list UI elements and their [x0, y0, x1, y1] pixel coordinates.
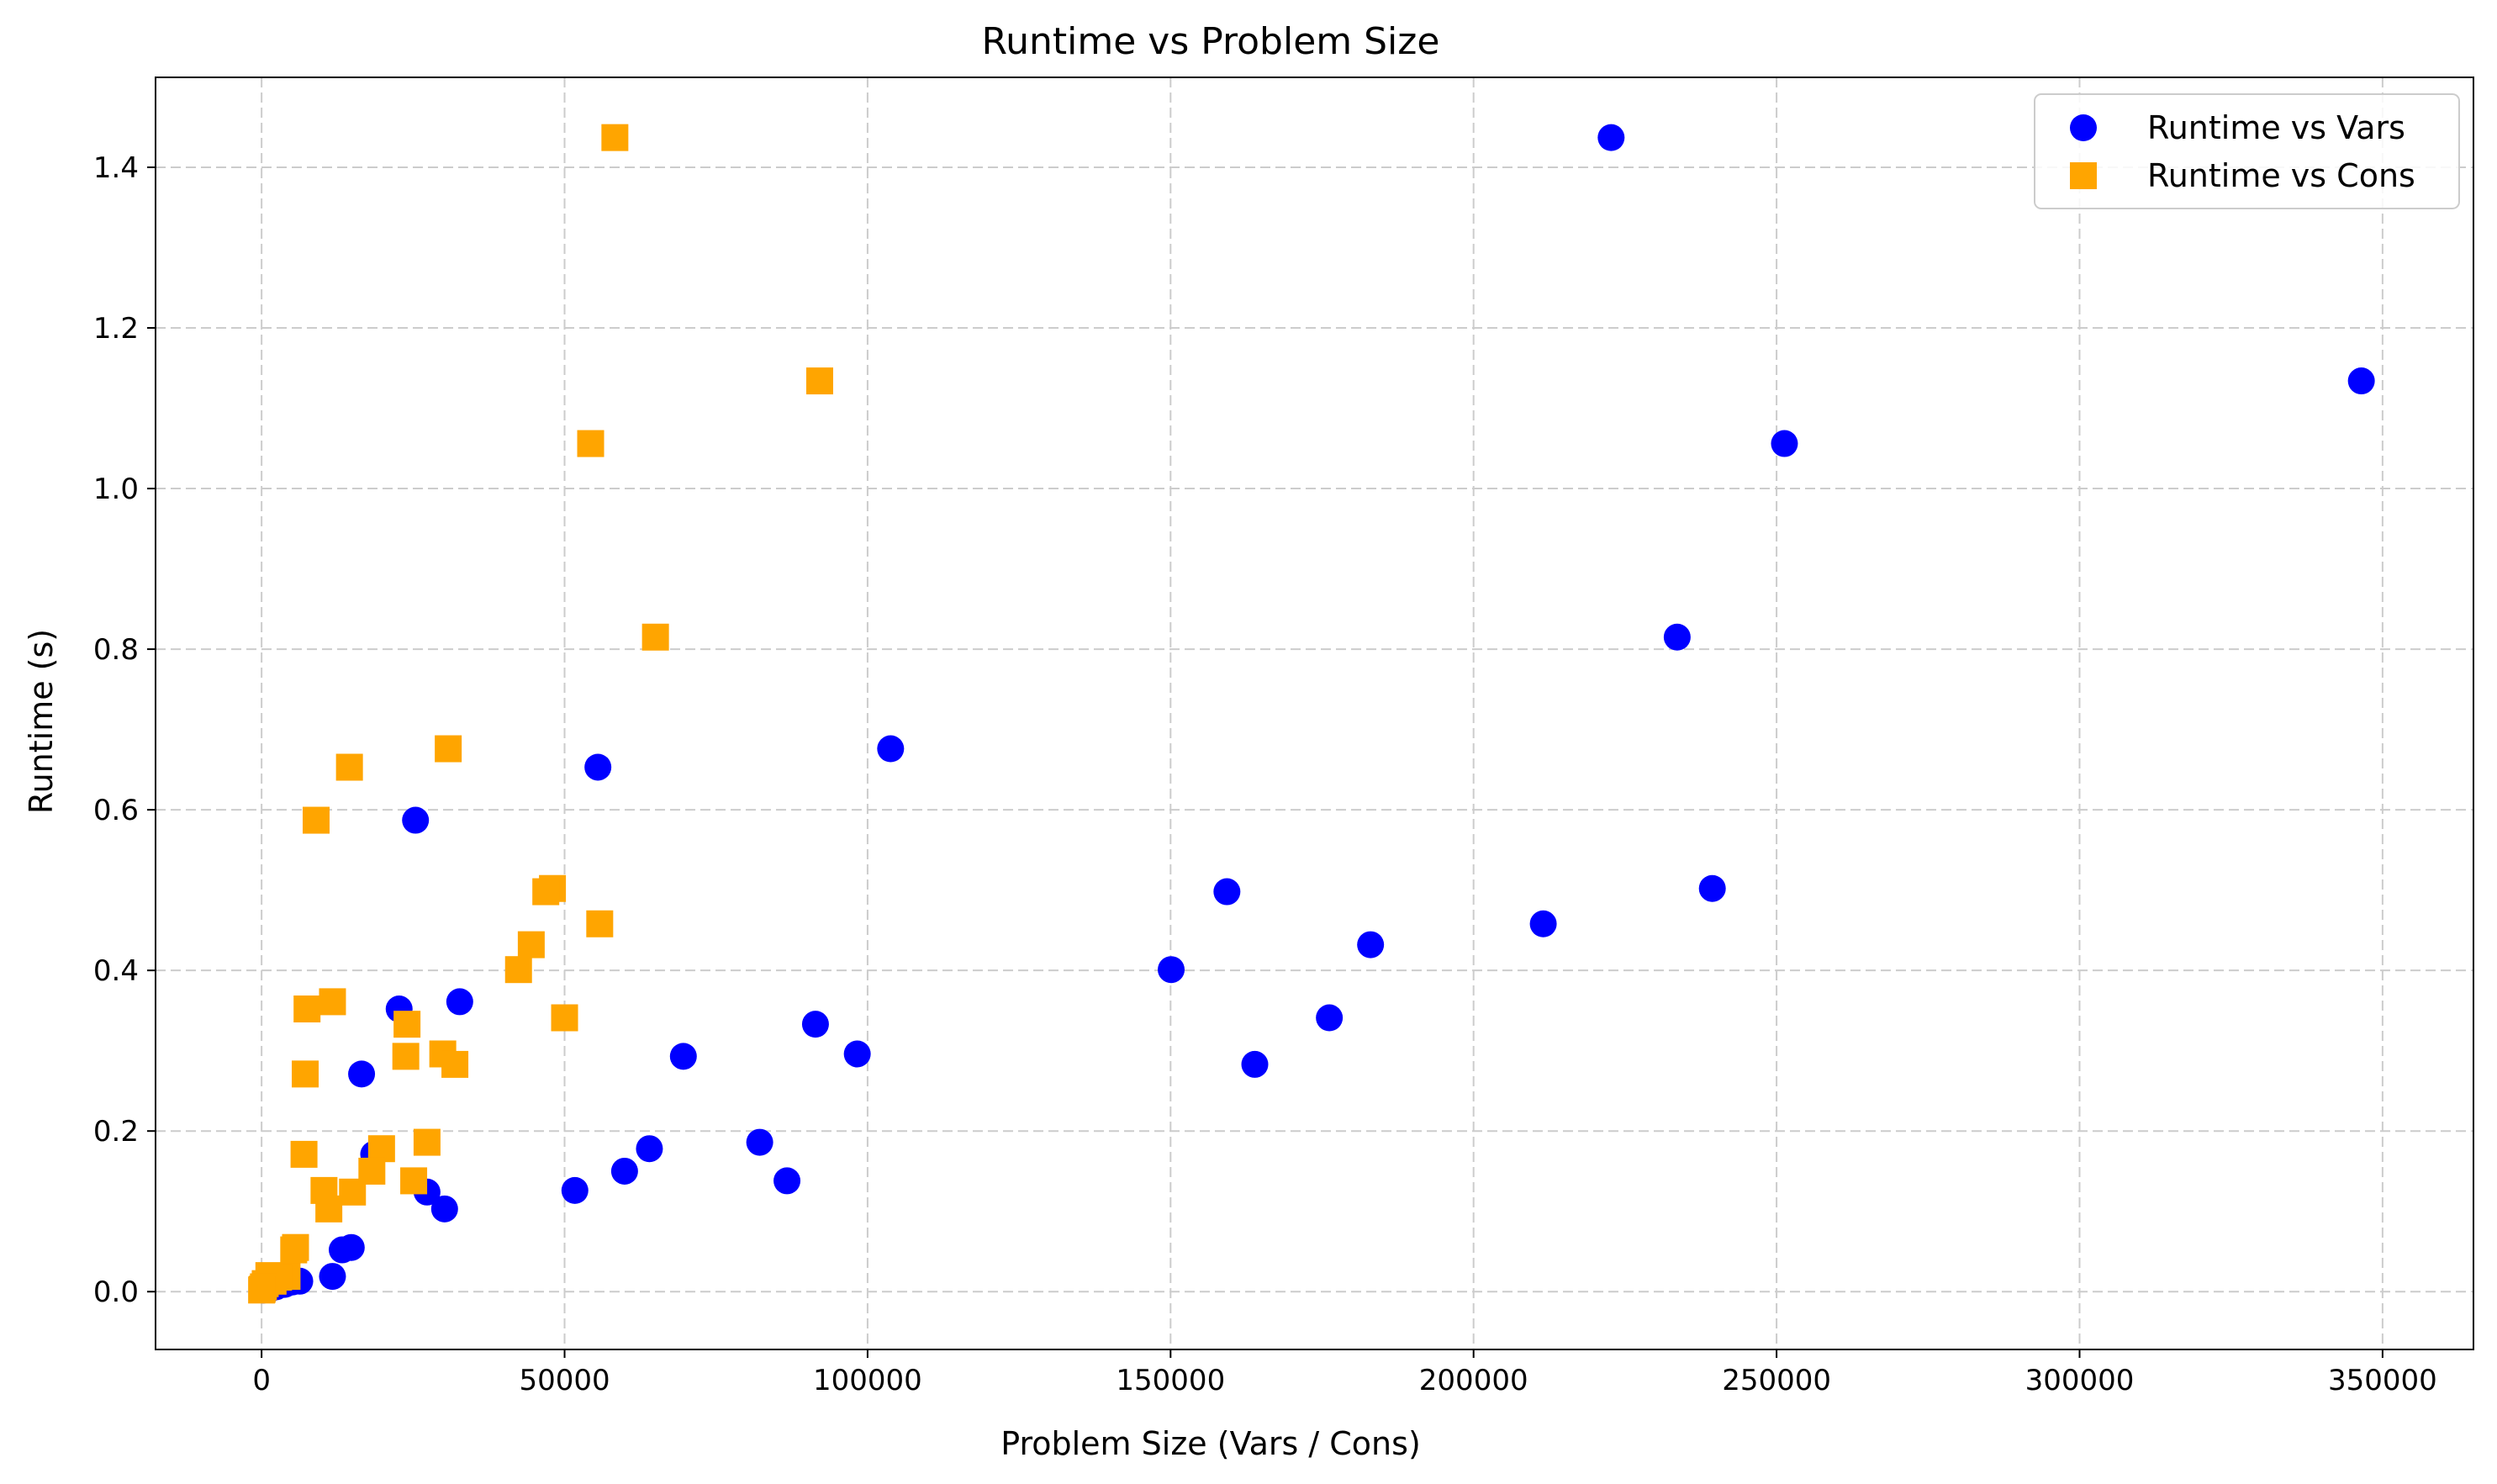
data-point-square: [393, 1011, 421, 1038]
data-point-square: [441, 1050, 469, 1078]
data-point-circle: [843, 1040, 871, 1068]
data-point-square: [335, 753, 363, 781]
x-axis-ticks: 0 50000 100000 150000 200000 250000 300000 3500…: [252, 1349, 2437, 1397]
data-point-square: [577, 430, 604, 457]
data-point-square: [319, 988, 346, 1016]
data-point-square: [339, 1178, 367, 1206]
data-point-square: [586, 910, 614, 937]
data-point-circle: [430, 1195, 458, 1223]
data-point-circle: [561, 1176, 589, 1204]
data-point-circle: [348, 1060, 376, 1088]
data-point-circle: [669, 1043, 697, 1070]
data-point-circle: [584, 753, 612, 781]
data-point-square: [551, 1004, 578, 1032]
data-point-square: [641, 623, 669, 651]
data-points: [248, 124, 2375, 1304]
data-point-circle: [1529, 910, 1557, 937]
data-point-square: [435, 735, 462, 763]
x-tick-label: 100000: [813, 1364, 922, 1397]
y-axis-label: Runtime (s): [23, 629, 60, 814]
data-point-circle: [1316, 1004, 1344, 1032]
data-point-square: [400, 1167, 428, 1195]
y-axis-ticks: 0.0 0.2 0.4 0.6 0.8 1.0 1.2 1.4: [93, 151, 156, 1309]
data-point-circle: [1241, 1050, 1269, 1078]
x-tick-label: 300000: [2025, 1364, 2135, 1397]
x-axis-label: Problem Size (Vars / Cons): [1000, 1425, 1421, 1462]
data-point-square: [290, 1140, 318, 1168]
data-point-circle: [402, 806, 430, 834]
x-tick-label: 150000: [1116, 1364, 1225, 1397]
data-point-square: [392, 1043, 420, 1070]
data-point-square: [805, 367, 833, 395]
data-point-circle: [1771, 430, 1798, 457]
x-tick-label: 200000: [1419, 1364, 1528, 1397]
legend: Runtime vs Vars Runtime vs Cons: [2034, 93, 2460, 209]
y-tick-label: 1.0: [93, 473, 139, 506]
legend-box: [2034, 93, 2460, 209]
x-tick-label: 50000: [519, 1364, 610, 1397]
data-point-square: [367, 1135, 395, 1163]
grid-lines: [156, 77, 2473, 1349]
y-tick-label: 0.2: [93, 1115, 139, 1149]
chart-title: Runtime vs Problem Size: [982, 20, 1440, 63]
data-point-circle: [1698, 874, 1726, 902]
data-point-square: [292, 1060, 319, 1088]
data-point-circle: [610, 1157, 638, 1185]
data-point-circle: [801, 1011, 829, 1038]
y-tick-label: 0.4: [93, 954, 139, 988]
data-point-square: [413, 1128, 441, 1156]
data-point-square: [601, 124, 629, 151]
legend-label: Runtime vs Vars: [2147, 109, 2405, 146]
data-point-circle: [1213, 878, 1241, 906]
x-tick-label: 0: [252, 1364, 271, 1397]
data-point-circle: [1663, 623, 1691, 651]
plot-frame: [155, 77, 2474, 1350]
data-point-circle: [636, 1135, 663, 1163]
data-point-square: [517, 931, 545, 959]
y-tick-label: 1.2: [93, 312, 139, 346]
legend-marker: [2070, 162, 2097, 189]
y-tick-label: 1.4: [93, 151, 139, 185]
data-point-circle: [773, 1167, 801, 1195]
data-point-circle: [319, 1263, 346, 1291]
data-point-square: [315, 1195, 343, 1223]
data-point-circle: [877, 735, 905, 763]
y-tick-label: 0.8: [93, 633, 139, 667]
data-point-circle: [1158, 956, 1185, 984]
x-tick-label: 350000: [2328, 1364, 2437, 1397]
series-2: [248, 124, 833, 1304]
x-tick-label: 250000: [1722, 1364, 1831, 1397]
legend-label: Runtime vs Cons: [2147, 157, 2415, 194]
data-point-circle: [746, 1128, 773, 1156]
y-tick-label: 0.6: [93, 794, 139, 827]
data-point-circle: [1357, 931, 1385, 959]
data-point-square: [504, 956, 532, 984]
data-point-square: [280, 1236, 308, 1264]
data-point-square: [303, 806, 330, 834]
y-tick-label: 0.0: [93, 1275, 139, 1309]
data-point-circle: [1597, 124, 1625, 151]
data-point-circle: [2347, 367, 2375, 395]
legend-marker: [2070, 114, 2097, 141]
data-point-square: [293, 995, 321, 1023]
data-point-circle: [329, 1236, 356, 1264]
data-point-square: [532, 878, 560, 906]
data-point-circle: [446, 988, 473, 1016]
data-point-square: [248, 1276, 276, 1304]
